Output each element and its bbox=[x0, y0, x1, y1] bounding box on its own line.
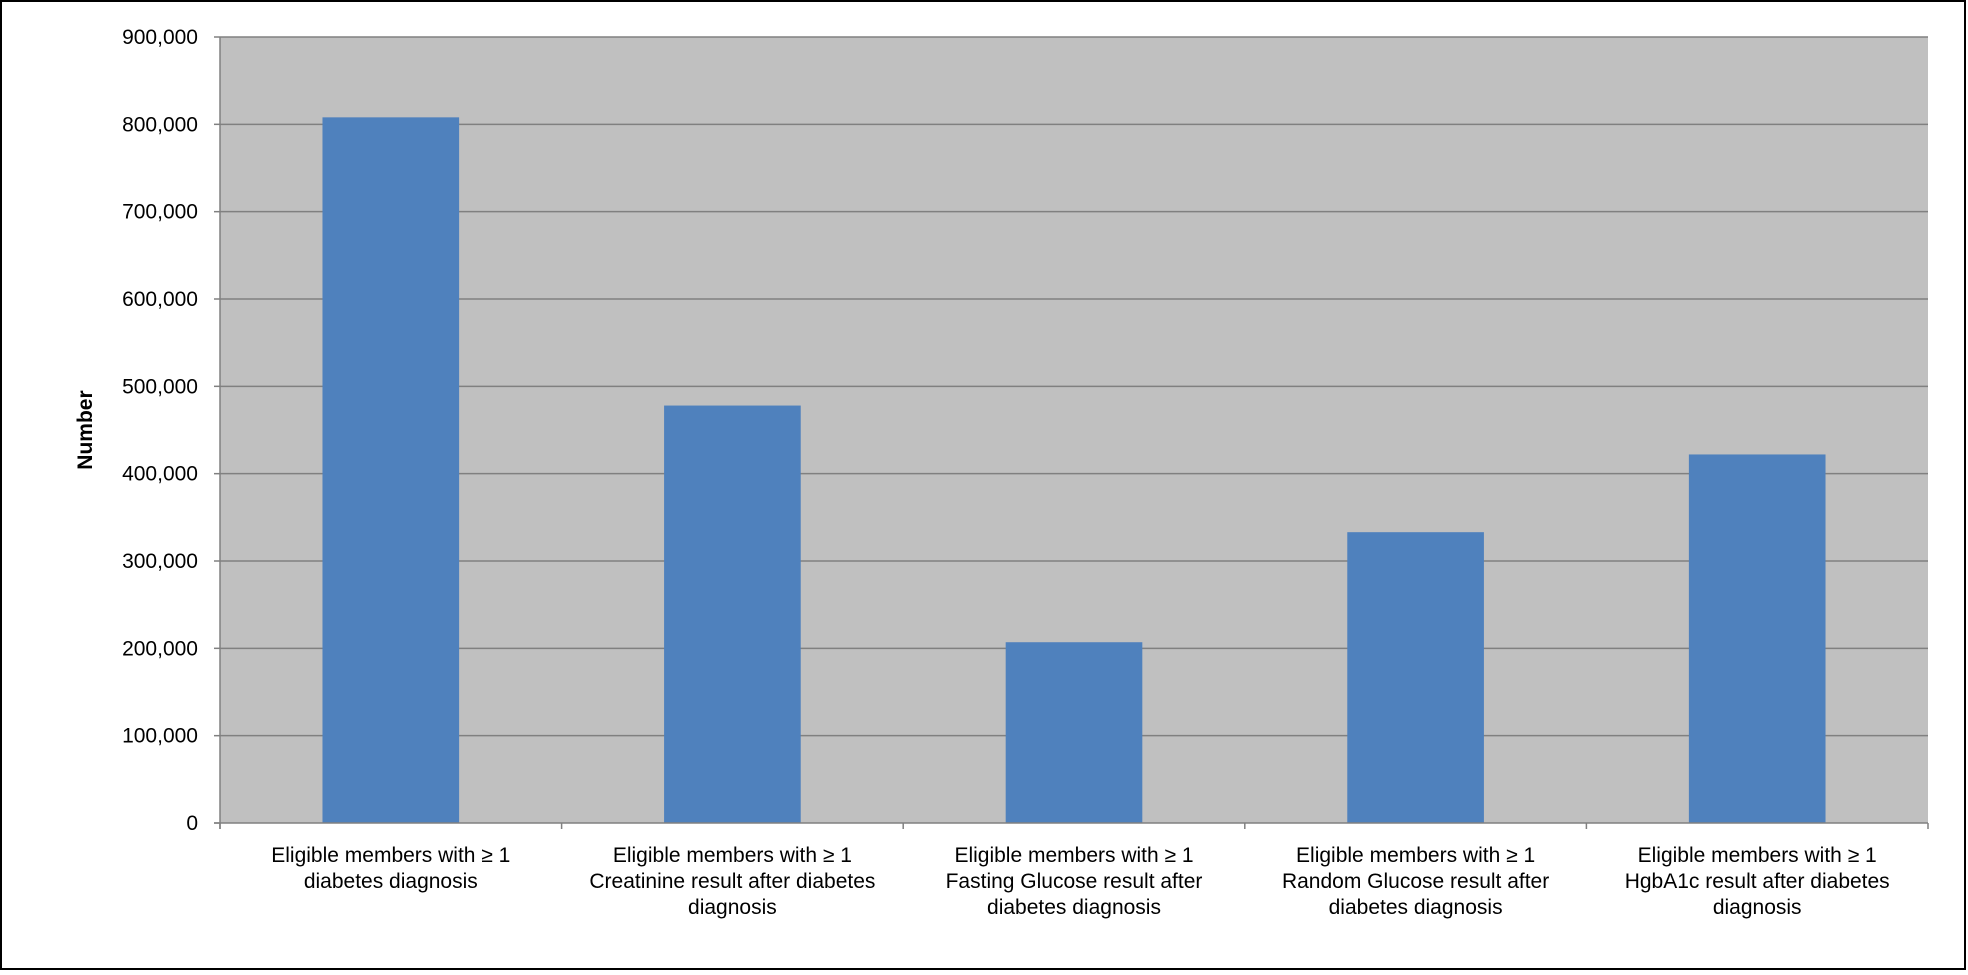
x-tick-label: Eligible members with ≥ 1 Random Glucose … bbox=[1282, 844, 1549, 919]
bars bbox=[322, 117, 1826, 823]
y-tick-label: 500,000 bbox=[122, 375, 198, 398]
x-axis-ticks: Eligible members with ≥ 1 diabetes diagno… bbox=[271, 844, 1889, 919]
y-tick-label: 400,000 bbox=[122, 463, 198, 486]
axes bbox=[214, 36, 1929, 829]
bar bbox=[1688, 454, 1826, 823]
bar bbox=[1005, 642, 1143, 823]
y-tick-label: 600,000 bbox=[122, 288, 198, 311]
x-tick-label: Eligible members with ≥ 1 Creatinine resu… bbox=[589, 844, 875, 919]
y-tick-label: 700,000 bbox=[122, 201, 198, 224]
bar bbox=[664, 405, 801, 823]
y-tick-label: 0 bbox=[186, 812, 198, 835]
y-tick-label: 100,000 bbox=[122, 725, 198, 748]
y-tick-label: 300,000 bbox=[122, 550, 198, 573]
bar bbox=[322, 117, 460, 823]
x-tick-label: Eligible members with ≥ 1 Fasting Glucose… bbox=[946, 844, 1203, 919]
bar bbox=[1347, 532, 1484, 823]
x-tick-label: Eligible members with ≥ 1 diabetes diagno… bbox=[271, 844, 510, 893]
y-tick-label: 900,000 bbox=[122, 26, 198, 49]
y-axis-ticks: 0 100,000 200,000 300,000 400,000 500,000 600,… bbox=[122, 26, 198, 835]
y-tick-label: 200,000 bbox=[122, 637, 198, 660]
y-axis-label: Number bbox=[74, 390, 97, 469]
x-tick-label: Eligible members with ≥ 1 HgbA1c result a… bbox=[1625, 844, 1890, 919]
y-tick-label: 800,000 bbox=[122, 113, 198, 136]
